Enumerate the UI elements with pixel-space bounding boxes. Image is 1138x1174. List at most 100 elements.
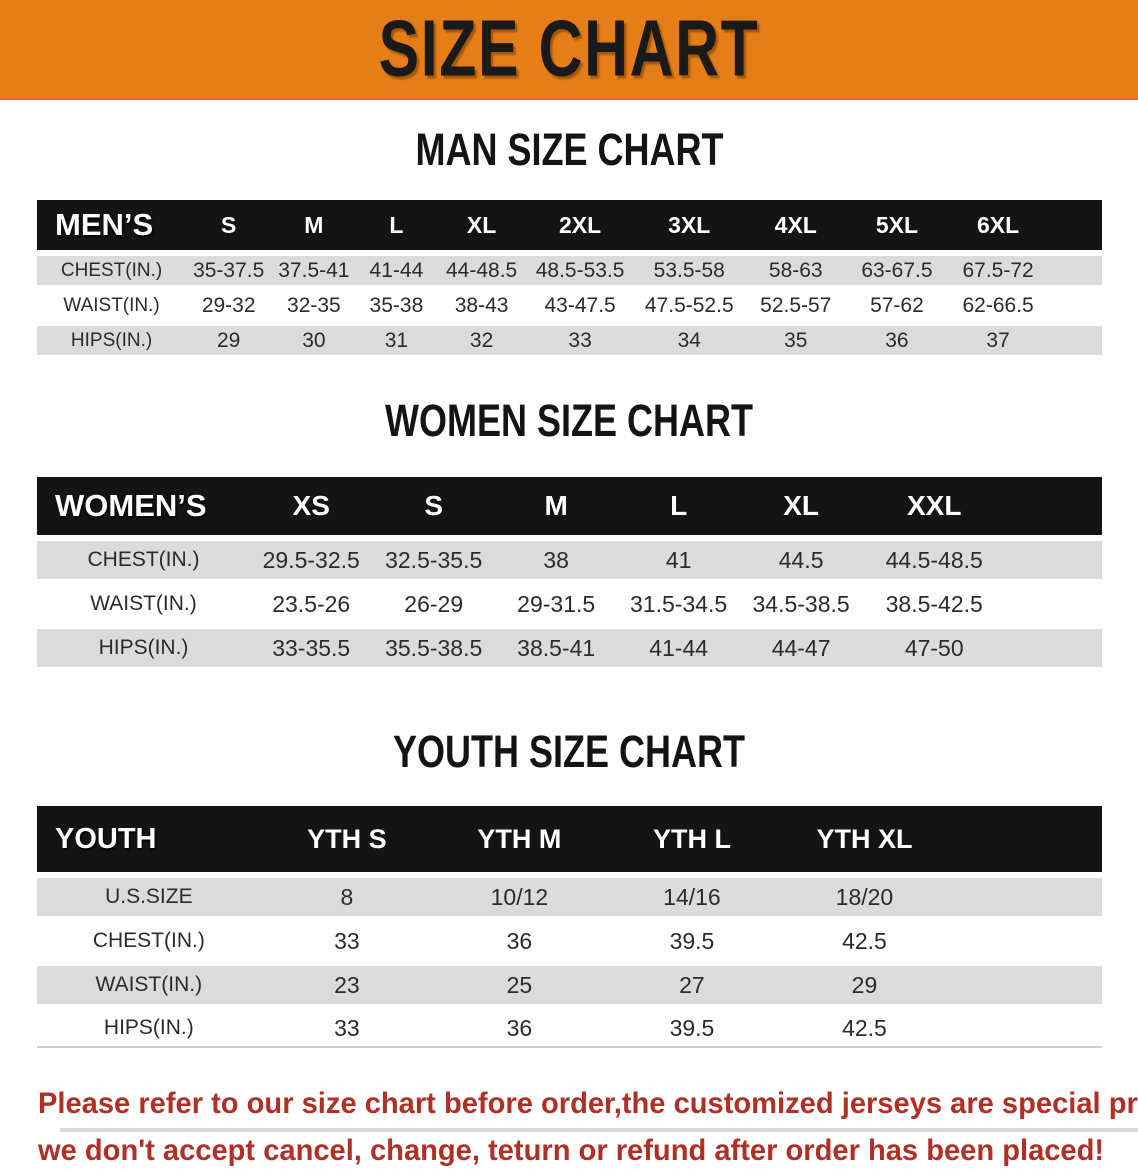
men-size-table: MEN’S S M L XL 2XL 3XL 4XL 5XL 6XL CHEST… bbox=[37, 194, 1102, 361]
size-cell: 44.5-48.5 bbox=[862, 541, 1007, 579]
men-section-title: MAN SIZE CHART bbox=[0, 127, 1138, 172]
size-cell: 43-47.5 bbox=[526, 291, 634, 320]
banner-title: SIZE CHART bbox=[378, 3, 760, 94]
youth-size-table: YOUTH YTH S YTH M YTH L YTH XL U.S.SIZE … bbox=[37, 800, 1102, 1054]
men-table-label: MEN’S bbox=[37, 200, 187, 250]
size-cell: 27 bbox=[605, 966, 779, 1004]
size-cell: 23 bbox=[260, 966, 434, 1004]
men-header-row: MEN’S S M L XL 2XL 3XL 4XL 5XL 6XL bbox=[37, 200, 1102, 250]
men-section-title-text: MAN SIZE CHART bbox=[414, 124, 723, 175]
bottom-edge-line bbox=[60, 1128, 1138, 1132]
size-cell: 30 bbox=[271, 326, 357, 355]
size-cell: 41 bbox=[617, 541, 740, 579]
spacer-cell bbox=[950, 878, 1102, 916]
size-cell: 31.5-34.5 bbox=[617, 585, 740, 623]
men-col-l: L bbox=[356, 200, 437, 250]
size-cell: 33 bbox=[260, 1010, 434, 1048]
size-cell: 44-48.5 bbox=[436, 256, 527, 285]
disclaimer: Please refer to our size chart before or… bbox=[38, 1080, 1138, 1174]
size-cell: 63-67.5 bbox=[846, 256, 948, 285]
size-cell: 31 bbox=[356, 326, 437, 355]
size-cell: 42.5 bbox=[778, 1010, 951, 1048]
size-cell: 62-66.5 bbox=[947, 291, 1049, 320]
size-cell: 29-31.5 bbox=[494, 585, 618, 623]
size-cell: 47.5-52.5 bbox=[633, 291, 746, 320]
spacer-cell bbox=[1006, 585, 1102, 623]
women-hips-row: HIPS(IN.) 33-35.5 35.5-38.5 38.5-41 41-4… bbox=[37, 629, 1102, 667]
men-col-5xl: 5XL bbox=[846, 200, 948, 250]
women-col-xs: XS bbox=[250, 477, 373, 535]
size-cell: 32.5-35.5 bbox=[372, 541, 495, 579]
size-cell: 29.5-32.5 bbox=[250, 541, 373, 579]
men-col-2xl: 2XL bbox=[526, 200, 634, 250]
size-cell: 14/16 bbox=[605, 878, 779, 916]
men-col-3xl: 3XL bbox=[633, 200, 746, 250]
row-label: U.S.SIZE bbox=[37, 878, 261, 916]
size-cell: 41-44 bbox=[617, 629, 740, 667]
row-label: CHEST(IN.) bbox=[37, 922, 261, 960]
size-cell: 39.5 bbox=[605, 922, 779, 960]
youth-header-row: YOUTH YTH S YTH M YTH L YTH XL bbox=[37, 806, 1102, 872]
youth-col-l: YTH L bbox=[605, 806, 779, 872]
men-col-m: M bbox=[271, 200, 357, 250]
spacer-cell bbox=[950, 1010, 1102, 1048]
size-cell: 33 bbox=[526, 326, 634, 355]
size-cell: 38 bbox=[494, 541, 618, 579]
size-cell: 42.5 bbox=[778, 922, 951, 960]
size-cell: 32 bbox=[436, 326, 527, 355]
size-cell: 25 bbox=[433, 966, 606, 1004]
women-section-title: WOMEN SIZE CHART bbox=[0, 398, 1138, 443]
youth-waist-row: WAIST(IN.) 23 25 27 29 bbox=[37, 966, 1102, 1004]
women-chest-row: CHEST(IN.) 29.5-32.5 32.5-35.5 38 41 44.… bbox=[37, 541, 1102, 579]
women-col-m: M bbox=[494, 477, 618, 535]
youth-section-title-text: YOUTH SIZE CHART bbox=[392, 726, 745, 777]
size-cell: 57-62 bbox=[846, 291, 948, 320]
men-chest-row: CHEST(IN.) 35-37.5 37.5-41 41-44 44-48.5… bbox=[37, 256, 1102, 285]
size-cell: 35-37.5 bbox=[186, 256, 272, 285]
youth-hips-row: HIPS(IN.) 33 36 39.5 42.5 bbox=[37, 1010, 1102, 1048]
size-cell: 37 bbox=[947, 326, 1049, 355]
size-cell: 35-38 bbox=[356, 291, 437, 320]
size-cell: 33 bbox=[260, 922, 434, 960]
women-col-l: L bbox=[617, 477, 740, 535]
size-cell: 18/20 bbox=[778, 878, 951, 916]
size-cell: 34 bbox=[633, 326, 746, 355]
disclaimer-line-2: we don't accept cancel, change, teturn o… bbox=[38, 1134, 1105, 1167]
size-cell: 34.5-38.5 bbox=[739, 585, 863, 623]
youth-table-label: YOUTH bbox=[37, 806, 261, 872]
spacer-cell bbox=[950, 806, 1102, 872]
men-col-4xl: 4XL bbox=[745, 200, 847, 250]
youth-ussize-row: U.S.SIZE 8 10/12 14/16 18/20 bbox=[37, 878, 1102, 916]
spacer-cell bbox=[950, 966, 1102, 1004]
women-col-xl: XL bbox=[739, 477, 863, 535]
size-cell: 29-32 bbox=[186, 291, 272, 320]
size-cell: 29 bbox=[186, 326, 272, 355]
size-cell: 35 bbox=[745, 326, 847, 355]
youth-col-m: YTH M bbox=[433, 806, 606, 872]
size-cell: 36 bbox=[846, 326, 948, 355]
men-hips-row: HIPS(IN.) 29 30 31 32 33 34 35 36 37 bbox=[37, 326, 1102, 355]
youth-col-s: YTH S bbox=[260, 806, 434, 872]
women-size-table: WOMEN’S XS S M L XL XXL CHEST(IN.) 29.5-… bbox=[37, 471, 1102, 673]
row-label: HIPS(IN.) bbox=[37, 1010, 261, 1048]
women-col-s: S bbox=[372, 477, 495, 535]
youth-col-xl: YTH XL bbox=[778, 806, 951, 872]
size-cell: 58-63 bbox=[745, 256, 847, 285]
size-cell: 67.5-72 bbox=[947, 256, 1049, 285]
youth-chest-row: CHEST(IN.) 33 36 39.5 42.5 bbox=[37, 922, 1102, 960]
women-section-title-text: WOMEN SIZE CHART bbox=[384, 395, 753, 446]
spacer-cell bbox=[1048, 200, 1102, 250]
spacer-cell bbox=[1006, 477, 1102, 535]
size-cell: 38.5-42.5 bbox=[862, 585, 1007, 623]
spacer-cell bbox=[1048, 256, 1102, 285]
size-cell: 38-43 bbox=[436, 291, 527, 320]
size-cell: 32-35 bbox=[271, 291, 357, 320]
size-cell: 52.5-57 bbox=[745, 291, 847, 320]
row-label: WAIST(IN.) bbox=[37, 291, 187, 320]
size-cell: 44.5 bbox=[739, 541, 863, 579]
size-cell: 38.5-41 bbox=[494, 629, 618, 667]
size-cell: 23.5-26 bbox=[250, 585, 373, 623]
men-waist-row: WAIST(IN.) 29-32 32-35 35-38 38-43 43-47… bbox=[37, 291, 1102, 320]
size-cell: 53.5-58 bbox=[633, 256, 746, 285]
spacer-cell bbox=[1048, 291, 1102, 320]
